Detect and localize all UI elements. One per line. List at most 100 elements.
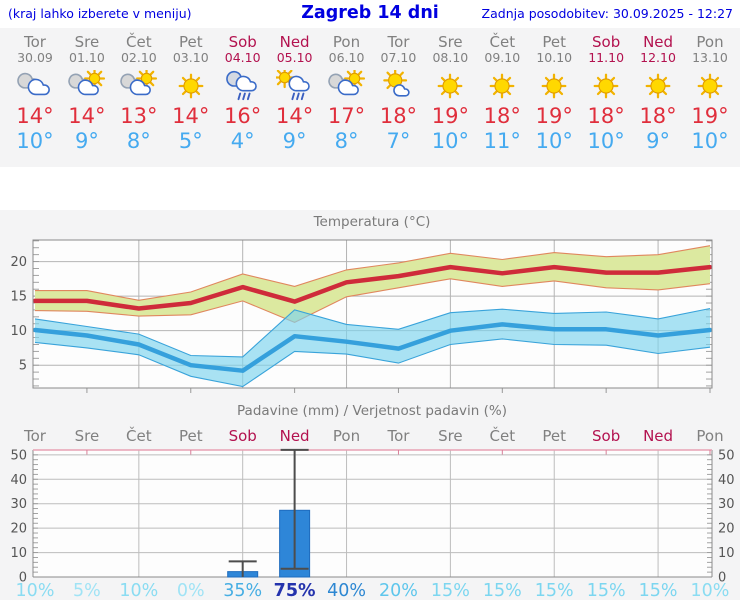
sun-ray	[276, 70, 282, 75]
sun-ray	[700, 90, 706, 96]
max-temp-value: 13°	[120, 104, 158, 128]
day-date: 11.10	[588, 50, 625, 65]
sun-ray	[493, 90, 498, 96]
probability-label: 15%	[639, 581, 678, 600]
precip-y-axis-label-left: 40	[10, 473, 27, 488]
probability-label: 35%	[223, 581, 262, 600]
precip-y-axis-label-left: 30	[10, 497, 27, 512]
sun-ray	[454, 90, 460, 96]
forecast-day-column: Tor 07.10 18° 7°	[372, 32, 424, 154]
sun-ray	[454, 76, 460, 82]
sun-ray	[441, 76, 446, 82]
min-temp-value: 10°	[535, 129, 573, 153]
max-temp-value: 18°	[379, 104, 418, 128]
min-temp-value: 10°	[691, 129, 729, 153]
precip-y-axis-label-right: 50	[718, 448, 735, 463]
probability-label: 15%	[483, 581, 522, 600]
sun-ray	[597, 90, 602, 96]
max-temp-value: 16°	[224, 104, 262, 128]
precip-day-label: Pet	[179, 427, 203, 445]
probability-label: 40%	[327, 581, 366, 600]
raindrop	[241, 92, 246, 101]
cloud-shape	[337, 79, 359, 96]
day-name: Sob	[228, 33, 257, 51]
precipitation-chart-title: Padavine (mm) / Verjetnost padavin (%)	[237, 403, 507, 419]
weather-icon-slot	[269, 70, 321, 102]
precip-day-label: Sre	[438, 427, 463, 445]
sun-ray	[714, 76, 720, 82]
sun-ray	[610, 76, 616, 82]
precip-y-axis-label-right: 10	[718, 546, 735, 561]
precip-plot-background	[33, 450, 712, 577]
mostly-sunny-icon	[383, 70, 411, 97]
location-note: (kraj lahko izberete v meniju)	[8, 6, 192, 21]
sun-ray	[287, 70, 293, 75]
band-edge	[34, 278, 711, 324]
partly-icon	[68, 70, 105, 96]
max-temp-value: 14°	[275, 104, 314, 128]
sunny-icon	[697, 73, 723, 99]
band-edge	[34, 307, 711, 358]
min-temp-line	[32, 322, 713, 373]
day-date: 08.10	[432, 50, 469, 65]
max-temp-value: 19°	[535, 104, 573, 128]
day-name: Pet	[542, 33, 567, 51]
weather-icon-slot	[165, 70, 217, 102]
weather-icon-slot	[9, 70, 61, 102]
forecast-day-column: Sre 08.10 19° 10°	[424, 32, 476, 154]
sun-disc	[598, 78, 614, 94]
forecast-day-column: Pet 10.10 19° 10°	[528, 32, 580, 154]
forecast-day-column: Pet 03.10 14° 5°	[165, 32, 217, 154]
probability-label: 75%	[274, 581, 316, 600]
weather-icon-slot	[217, 70, 269, 102]
probability-label: 10%	[16, 581, 55, 600]
sun-disc	[278, 71, 290, 84]
last-update-timestamp: Zadnja posodobitev: 30.09.2025 - 12:27	[481, 6, 733, 21]
sun-ray	[149, 81, 155, 87]
sunny-icon	[489, 73, 515, 99]
sunny-icon	[593, 73, 619, 99]
cloud-shape	[235, 75, 257, 92]
cloud-shape	[77, 79, 99, 96]
temp-y-axis-label: 20	[10, 255, 27, 270]
sun-disc	[88, 72, 101, 85]
temp-y-axis-label: 15	[10, 290, 27, 305]
forecast-day-column: Tor 30.09 14° 10°	[9, 32, 61, 154]
day-name: Pon	[696, 33, 724, 51]
raindrop	[246, 92, 251, 101]
precip-day-label: Pon	[696, 427, 723, 445]
sun-ray	[276, 80, 282, 86]
forecast-day-column: Ned 05.10 14° 9°	[269, 32, 321, 154]
day-date: 01.10	[69, 50, 105, 65]
sun-ray	[558, 90, 564, 96]
min-temp-value: 9°	[282, 129, 307, 153]
raindrop	[295, 92, 300, 101]
raindrop	[300, 92, 305, 101]
raindrop	[237, 92, 241, 101]
sunny-icon	[541, 73, 567, 99]
sun-ray	[648, 90, 654, 96]
sun-ray	[357, 70, 362, 76]
sun-disc	[442, 78, 458, 94]
probability-label: 10%	[119, 581, 158, 600]
sun-disc	[183, 78, 199, 94]
weather-icon-slot	[528, 70, 580, 102]
cloud-shape	[393, 84, 411, 97]
page-title: Zagreb 14 dni	[301, 3, 439, 23]
max-temp-value: 14°	[68, 104, 106, 128]
min-temp-value: 10°	[16, 129, 54, 153]
min-temp-value: 8°	[126, 129, 151, 153]
precip-y-axis-label-right: 0	[718, 571, 726, 586]
day-name: Sob	[592, 33, 621, 51]
band-edge	[34, 338, 711, 388]
day-name: Pet	[178, 33, 203, 51]
sun-ray	[181, 90, 187, 96]
cloud-shape	[27, 78, 50, 96]
sun-ray	[610, 90, 616, 96]
weather-icon-slot	[372, 70, 424, 102]
weather-icon-slot	[684, 70, 736, 102]
forecast-day-column: Čet 02.10 13° 8°	[113, 32, 165, 154]
weather-icon-slot	[632, 70, 684, 102]
max-temp-value: 18°	[639, 104, 677, 128]
